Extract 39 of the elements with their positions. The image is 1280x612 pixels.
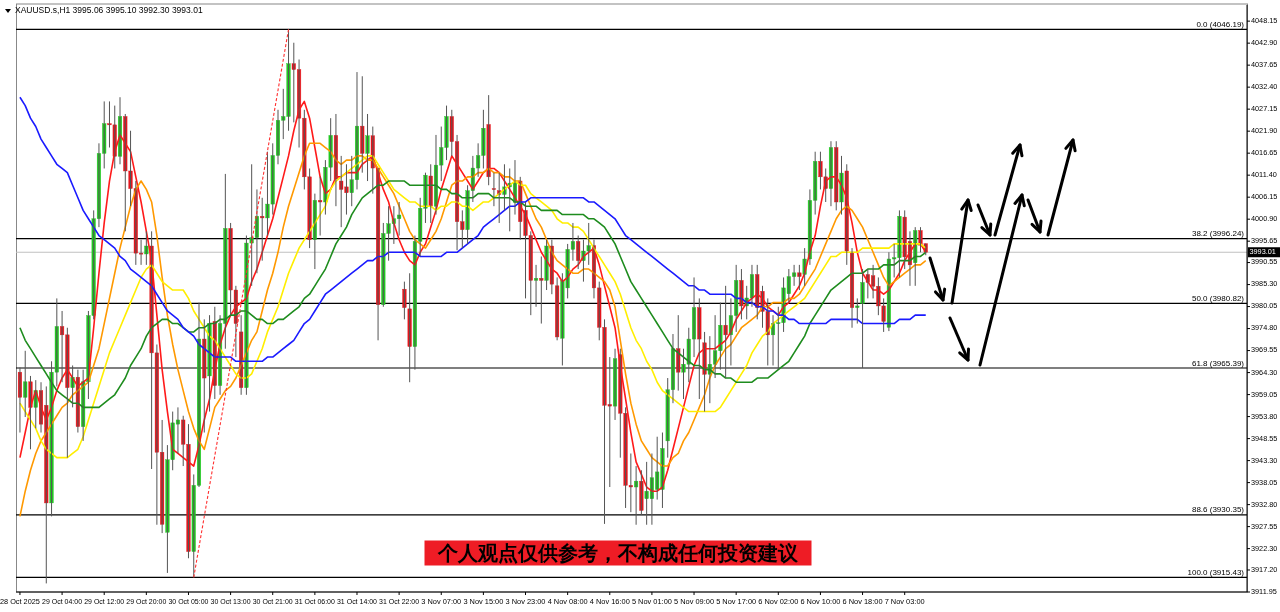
candlestick: [697, 298, 702, 399]
candlestick: [17, 367, 22, 433]
candlestick: [207, 315, 212, 412]
candlestick: [834, 141, 839, 211]
candlestick: [428, 164, 433, 223]
line-series: [19, 180, 927, 409]
candlestick: [260, 197, 265, 261]
line-series: [19, 142, 927, 518]
ref-line-label: 50.0 (3980.82): [1191, 293, 1245, 303]
ref-line-label: 100.0 (3915.43): [1187, 567, 1245, 577]
chart-title: XAUUSD.s,H1 3995.06 3995.10 3992.30 3993.01: [15, 5, 203, 15]
candlestick: [739, 269, 744, 320]
candlestick: [202, 319, 207, 433]
candlestick: [376, 167, 381, 341]
candlestick: [544, 239, 549, 291]
candlestick: [855, 298, 860, 324]
annotation: 个人观点仅供参考，不构成任何投资建议: [437, 541, 799, 565]
candlestick: [23, 350, 28, 418]
ref-line-label: 61.8 (3965.39): [1191, 358, 1245, 368]
candlestick: [534, 264, 539, 307]
candlestick: [491, 172, 496, 207]
candlestick: [634, 466, 639, 525]
candlestick: [318, 176, 323, 236]
candlestick: [839, 155, 844, 215]
candlestick: [639, 470, 644, 515]
ref-line-label: 38.2 (3996.24): [1191, 229, 1245, 239]
ref-line-label: 88.6 (3930.35): [1191, 505, 1245, 515]
candlestick: [797, 264, 802, 291]
candlestick: [539, 256, 544, 324]
candlestick: [144, 231, 149, 265]
line-series: [19, 96, 927, 363]
candlestick: [702, 331, 707, 412]
candlestick: [576, 235, 581, 270]
candlestick: [360, 76, 365, 173]
ref-line-label: 0.0 (4046.19): [1196, 19, 1245, 29]
candlestick: [412, 235, 417, 370]
candlestick: [860, 269, 865, 368]
candlestick: [555, 277, 560, 341]
candlestick: [723, 285, 728, 379]
